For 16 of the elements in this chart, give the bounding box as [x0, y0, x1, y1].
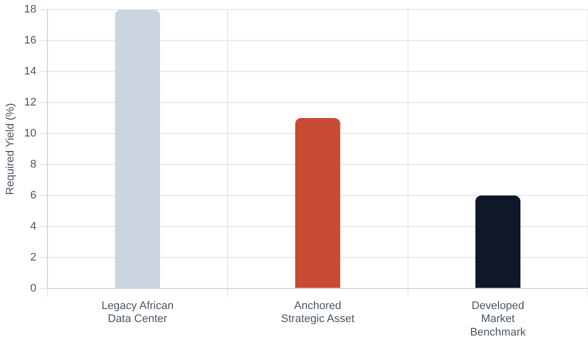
y-tick-label: 14: [24, 66, 36, 78]
y-tick-label: 18: [24, 4, 36, 16]
x-tick-label: Developed Market Benchmark: [470, 300, 526, 338]
bar: [295, 118, 340, 288]
y-tick-label: 12: [24, 96, 36, 109]
x-tick-label: Anchored Strategic Asset: [281, 300, 354, 326]
y-tick-label: 10: [24, 128, 36, 140]
y-tick-label: 4: [30, 220, 36, 232]
y-axis-title: Required Yield (%): [4, 103, 17, 195]
y-tick-label: 8: [30, 158, 36, 171]
y-tick-label: 16: [24, 34, 36, 47]
bar: [475, 195, 520, 288]
x-tick-label: Legacy African Data Center: [101, 300, 174, 326]
y-tick-label: 0: [30, 282, 36, 294]
y-tick-label: 2: [30, 251, 36, 264]
y-tick-label: 6: [30, 190, 36, 202]
